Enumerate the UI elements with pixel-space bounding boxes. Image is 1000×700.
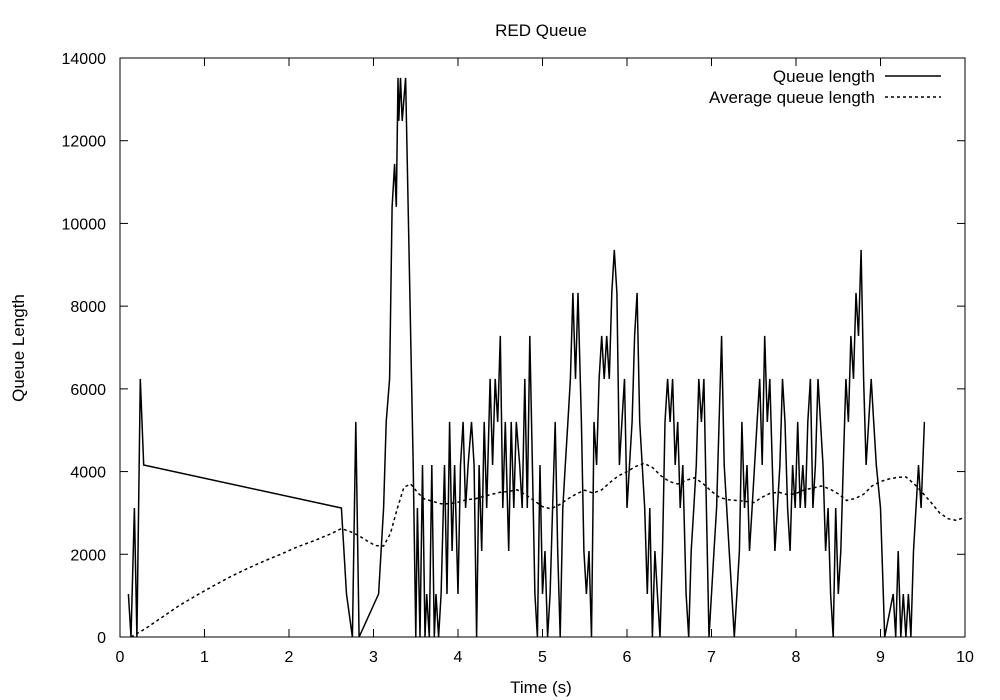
legend-label-1: Average queue length	[709, 88, 875, 107]
y-tick-label: 8000	[70, 299, 106, 316]
y-axis-title: Queue Length	[9, 294, 28, 402]
x-axis-title: Time (s)	[510, 678, 572, 697]
x-tick-label: 3	[369, 649, 378, 666]
x-tick-label: 9	[876, 649, 885, 666]
series-line-1	[130, 462, 965, 637]
axes: 0 1 2 3 4 5 6 7 8 9 10 0 2000 4000 6000 8000 10000 12000 1…	[62, 51, 975, 666]
y-tick-label: 14000	[62, 51, 107, 68]
x-tick-label: 1	[200, 649, 209, 666]
legend-label-0: Queue length	[773, 67, 875, 86]
x-tick-label: 6	[623, 649, 632, 666]
y-tick-label: 0	[97, 630, 106, 647]
x-tick-label: 5	[538, 649, 547, 666]
y-tick-label: 4000	[70, 465, 106, 482]
x-tick-label: 4	[454, 649, 463, 666]
plot-frame	[119, 57, 966, 638]
plot-area	[127, 77, 965, 637]
x-tick-label: 7	[707, 649, 716, 666]
chart-title: RED Queue	[495, 21, 587, 40]
x-tick-label: 2	[285, 649, 294, 666]
legend: Queue length Average queue length	[709, 67, 941, 107]
y-tick-label: 6000	[70, 382, 106, 399]
y-tick-label: 2000	[70, 547, 106, 564]
y-tick-label: 10000	[62, 216, 107, 233]
x-tick-label: 8	[792, 649, 801, 666]
x-tick-label: 0	[116, 649, 125, 666]
series-line-0	[127, 77, 926, 637]
x-tick-label: 10	[956, 649, 974, 666]
y-tick-label: 12000	[62, 134, 107, 151]
